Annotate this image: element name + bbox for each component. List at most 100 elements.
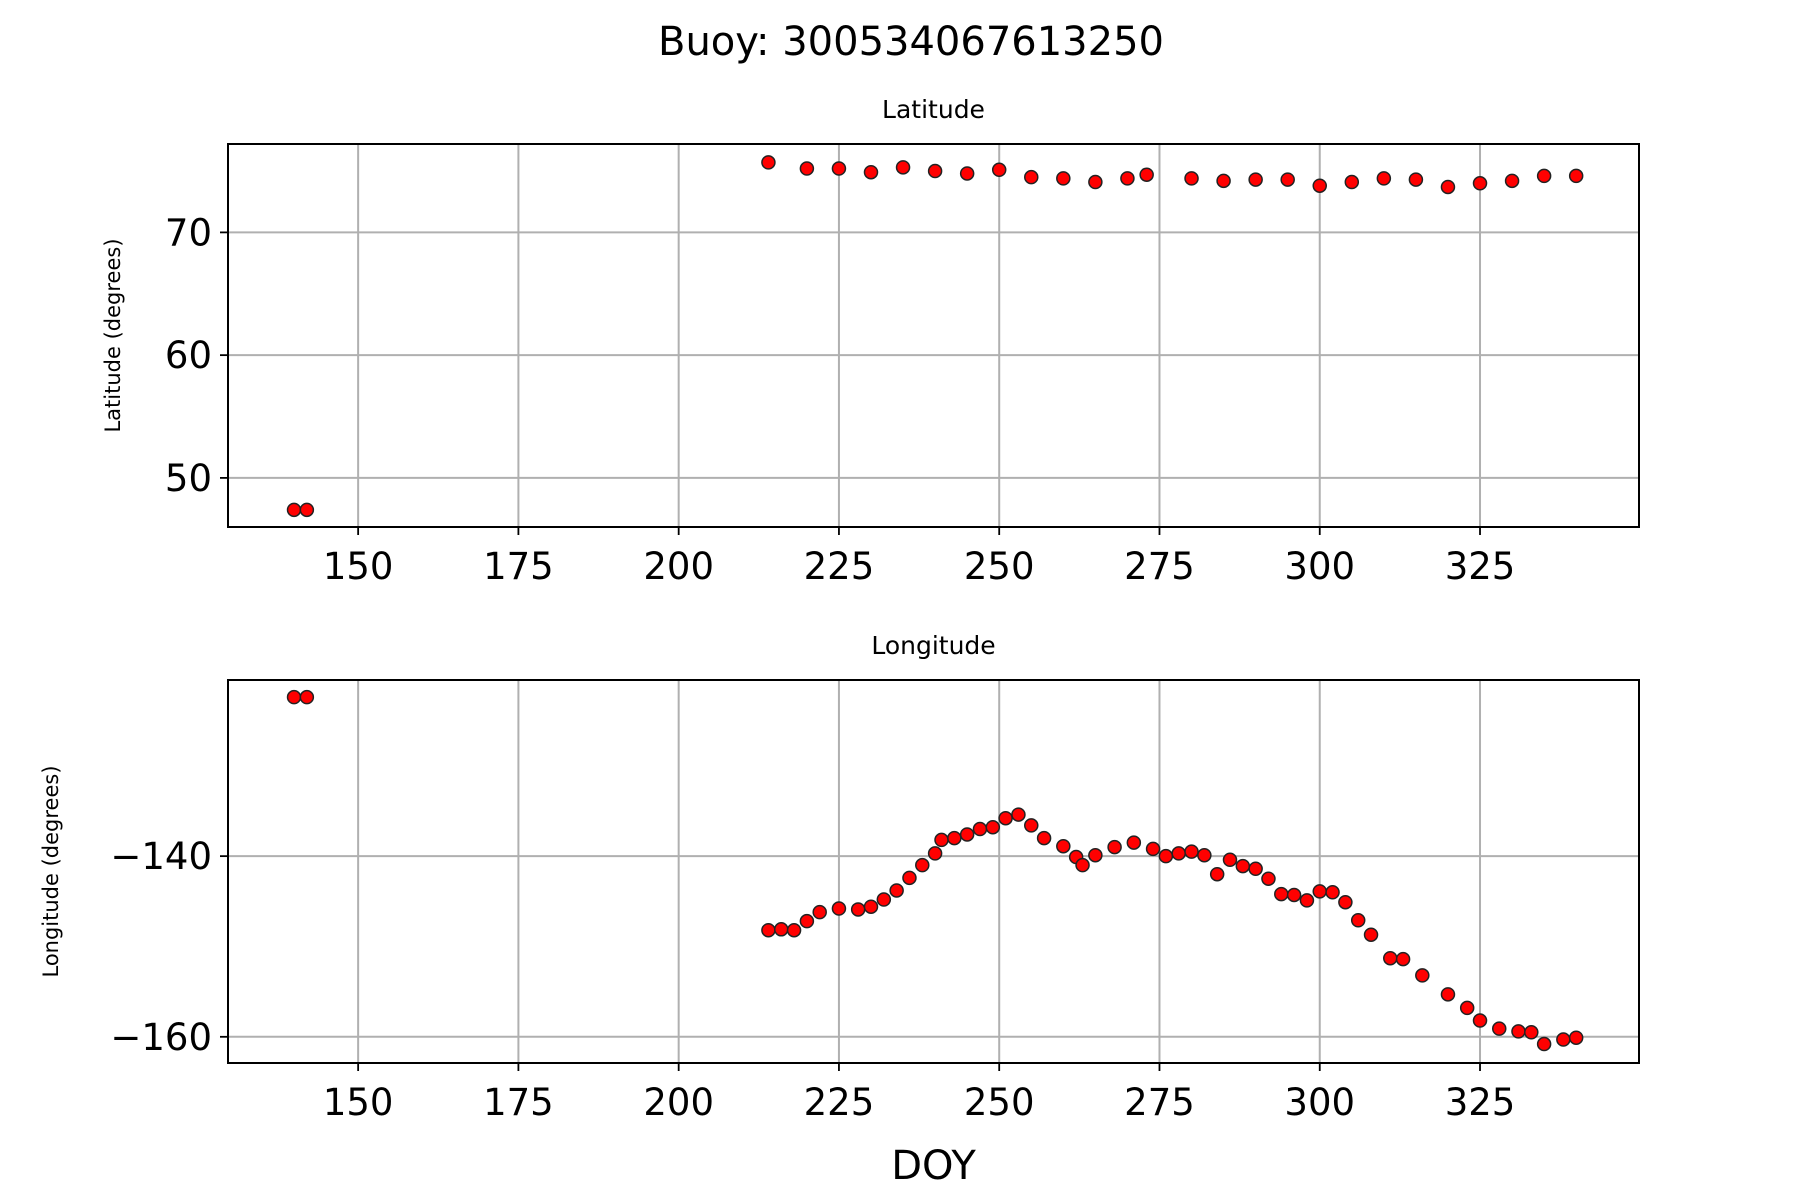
data-point — [1338, 894, 1353, 910]
data-point — [761, 922, 776, 938]
x-tick-label: 175 — [483, 545, 554, 588]
data-point — [1011, 807, 1026, 822]
data-point — [1024, 169, 1039, 185]
data-point — [1363, 927, 1379, 942]
data-point — [1120, 171, 1135, 186]
data-point — [927, 163, 943, 179]
axes-frame — [227, 679, 1640, 1064]
data-point — [1139, 167, 1154, 182]
data-point — [1504, 173, 1520, 189]
data-point — [812, 904, 827, 920]
data-point — [286, 502, 302, 518]
data-point — [1472, 1013, 1488, 1028]
data-point — [1248, 861, 1263, 877]
x-tick-label: 300 — [1284, 1081, 1355, 1124]
data-point — [889, 883, 904, 898]
data-point — [1274, 886, 1289, 902]
x-tick-label: 300 — [1284, 545, 1355, 588]
data-point — [1036, 830, 1052, 846]
data-point — [299, 502, 315, 518]
data-point — [799, 161, 815, 176]
data-point — [1126, 835, 1142, 850]
y-axis-label: Latitude (degrees) — [101, 238, 125, 432]
data-point — [1197, 847, 1212, 863]
data-point — [1312, 884, 1327, 899]
data-point — [863, 164, 879, 180]
data-point — [786, 922, 802, 938]
data-point — [1312, 178, 1327, 193]
x-tick-label: 225 — [804, 1081, 875, 1124]
data-point — [1472, 176, 1488, 191]
data-point — [1568, 1030, 1584, 1045]
data-point — [1075, 857, 1090, 873]
y-axis-label: Longitude (degrees) — [39, 765, 63, 977]
x-tick-label: 200 — [643, 545, 714, 588]
data-point — [959, 166, 975, 181]
data-point — [1056, 171, 1071, 186]
data-point — [1395, 951, 1411, 967]
data-point — [1184, 844, 1199, 859]
x-tick-label: 225 — [804, 545, 875, 588]
data-point — [1145, 841, 1161, 857]
x-tick-label: 275 — [1124, 545, 1195, 588]
figure-title: Buoy: 300534067613250 — [658, 19, 1164, 65]
data-point — [1171, 846, 1186, 861]
x-tick-label: 275 — [1124, 1081, 1195, 1124]
data-point — [1383, 950, 1398, 966]
y-tick-label: −140 — [110, 835, 212, 878]
data-point — [915, 857, 930, 873]
data-point — [1408, 172, 1424, 187]
subplot-title: Latitude — [882, 95, 985, 124]
y-tick-label: 60 — [165, 334, 212, 377]
data-point — [1261, 871, 1276, 886]
data-point — [1344, 174, 1360, 190]
data-point — [991, 162, 1007, 178]
x-tick-label: 250 — [964, 1081, 1035, 1124]
data-point — [1440, 179, 1456, 195]
data-point — [1299, 893, 1315, 908]
data-point — [959, 827, 975, 842]
x-tick-label: 150 — [323, 545, 394, 588]
x-tick-label: 150 — [323, 1081, 394, 1124]
data-point — [1376, 171, 1392, 186]
data-point — [299, 689, 315, 705]
data-point — [863, 899, 879, 914]
data-point — [876, 892, 892, 907]
axes-frame — [227, 143, 1640, 528]
data-point — [1491, 1021, 1507, 1036]
y-tick-label: −160 — [110, 1016, 212, 1059]
data-point — [1216, 173, 1231, 189]
x-tick-label: 325 — [1445, 1081, 1516, 1124]
x-tick-label: 250 — [964, 545, 1035, 588]
subplot-title: Longitude — [871, 631, 995, 660]
data-point — [1248, 172, 1263, 187]
data-point — [972, 821, 988, 837]
data-point — [1556, 1032, 1571, 1047]
data-point — [831, 901, 847, 916]
y-tick-label: 70 — [165, 211, 212, 254]
data-point — [286, 689, 302, 705]
data-point — [1536, 1036, 1552, 1052]
data-point — [1568, 168, 1584, 184]
data-point — [831, 161, 847, 176]
data-point — [902, 870, 917, 886]
data-point — [1107, 839, 1122, 855]
x-tick-label: 325 — [1445, 545, 1516, 588]
data-point — [1209, 866, 1225, 882]
data-point — [1459, 1000, 1475, 1016]
x-tick-label: 200 — [643, 1081, 714, 1124]
data-point — [927, 846, 943, 861]
data-point — [1350, 913, 1366, 928]
data-point — [998, 810, 1013, 826]
data-point — [1056, 838, 1071, 854]
data-point — [1536, 168, 1552, 184]
data-point — [1184, 171, 1199, 186]
subplot: 150 175 200 225 250 275 300 325 50 60 70 Latitude La… — [101, 95, 1640, 588]
subplot: 150 175 200 225 250 275 300 325 −160 −140 Longitud… — [39, 631, 1640, 1189]
x-tick-label: 175 — [483, 1081, 554, 1124]
data-point — [1088, 174, 1103, 190]
data-point — [1222, 852, 1238, 868]
data-point — [1511, 1024, 1526, 1039]
